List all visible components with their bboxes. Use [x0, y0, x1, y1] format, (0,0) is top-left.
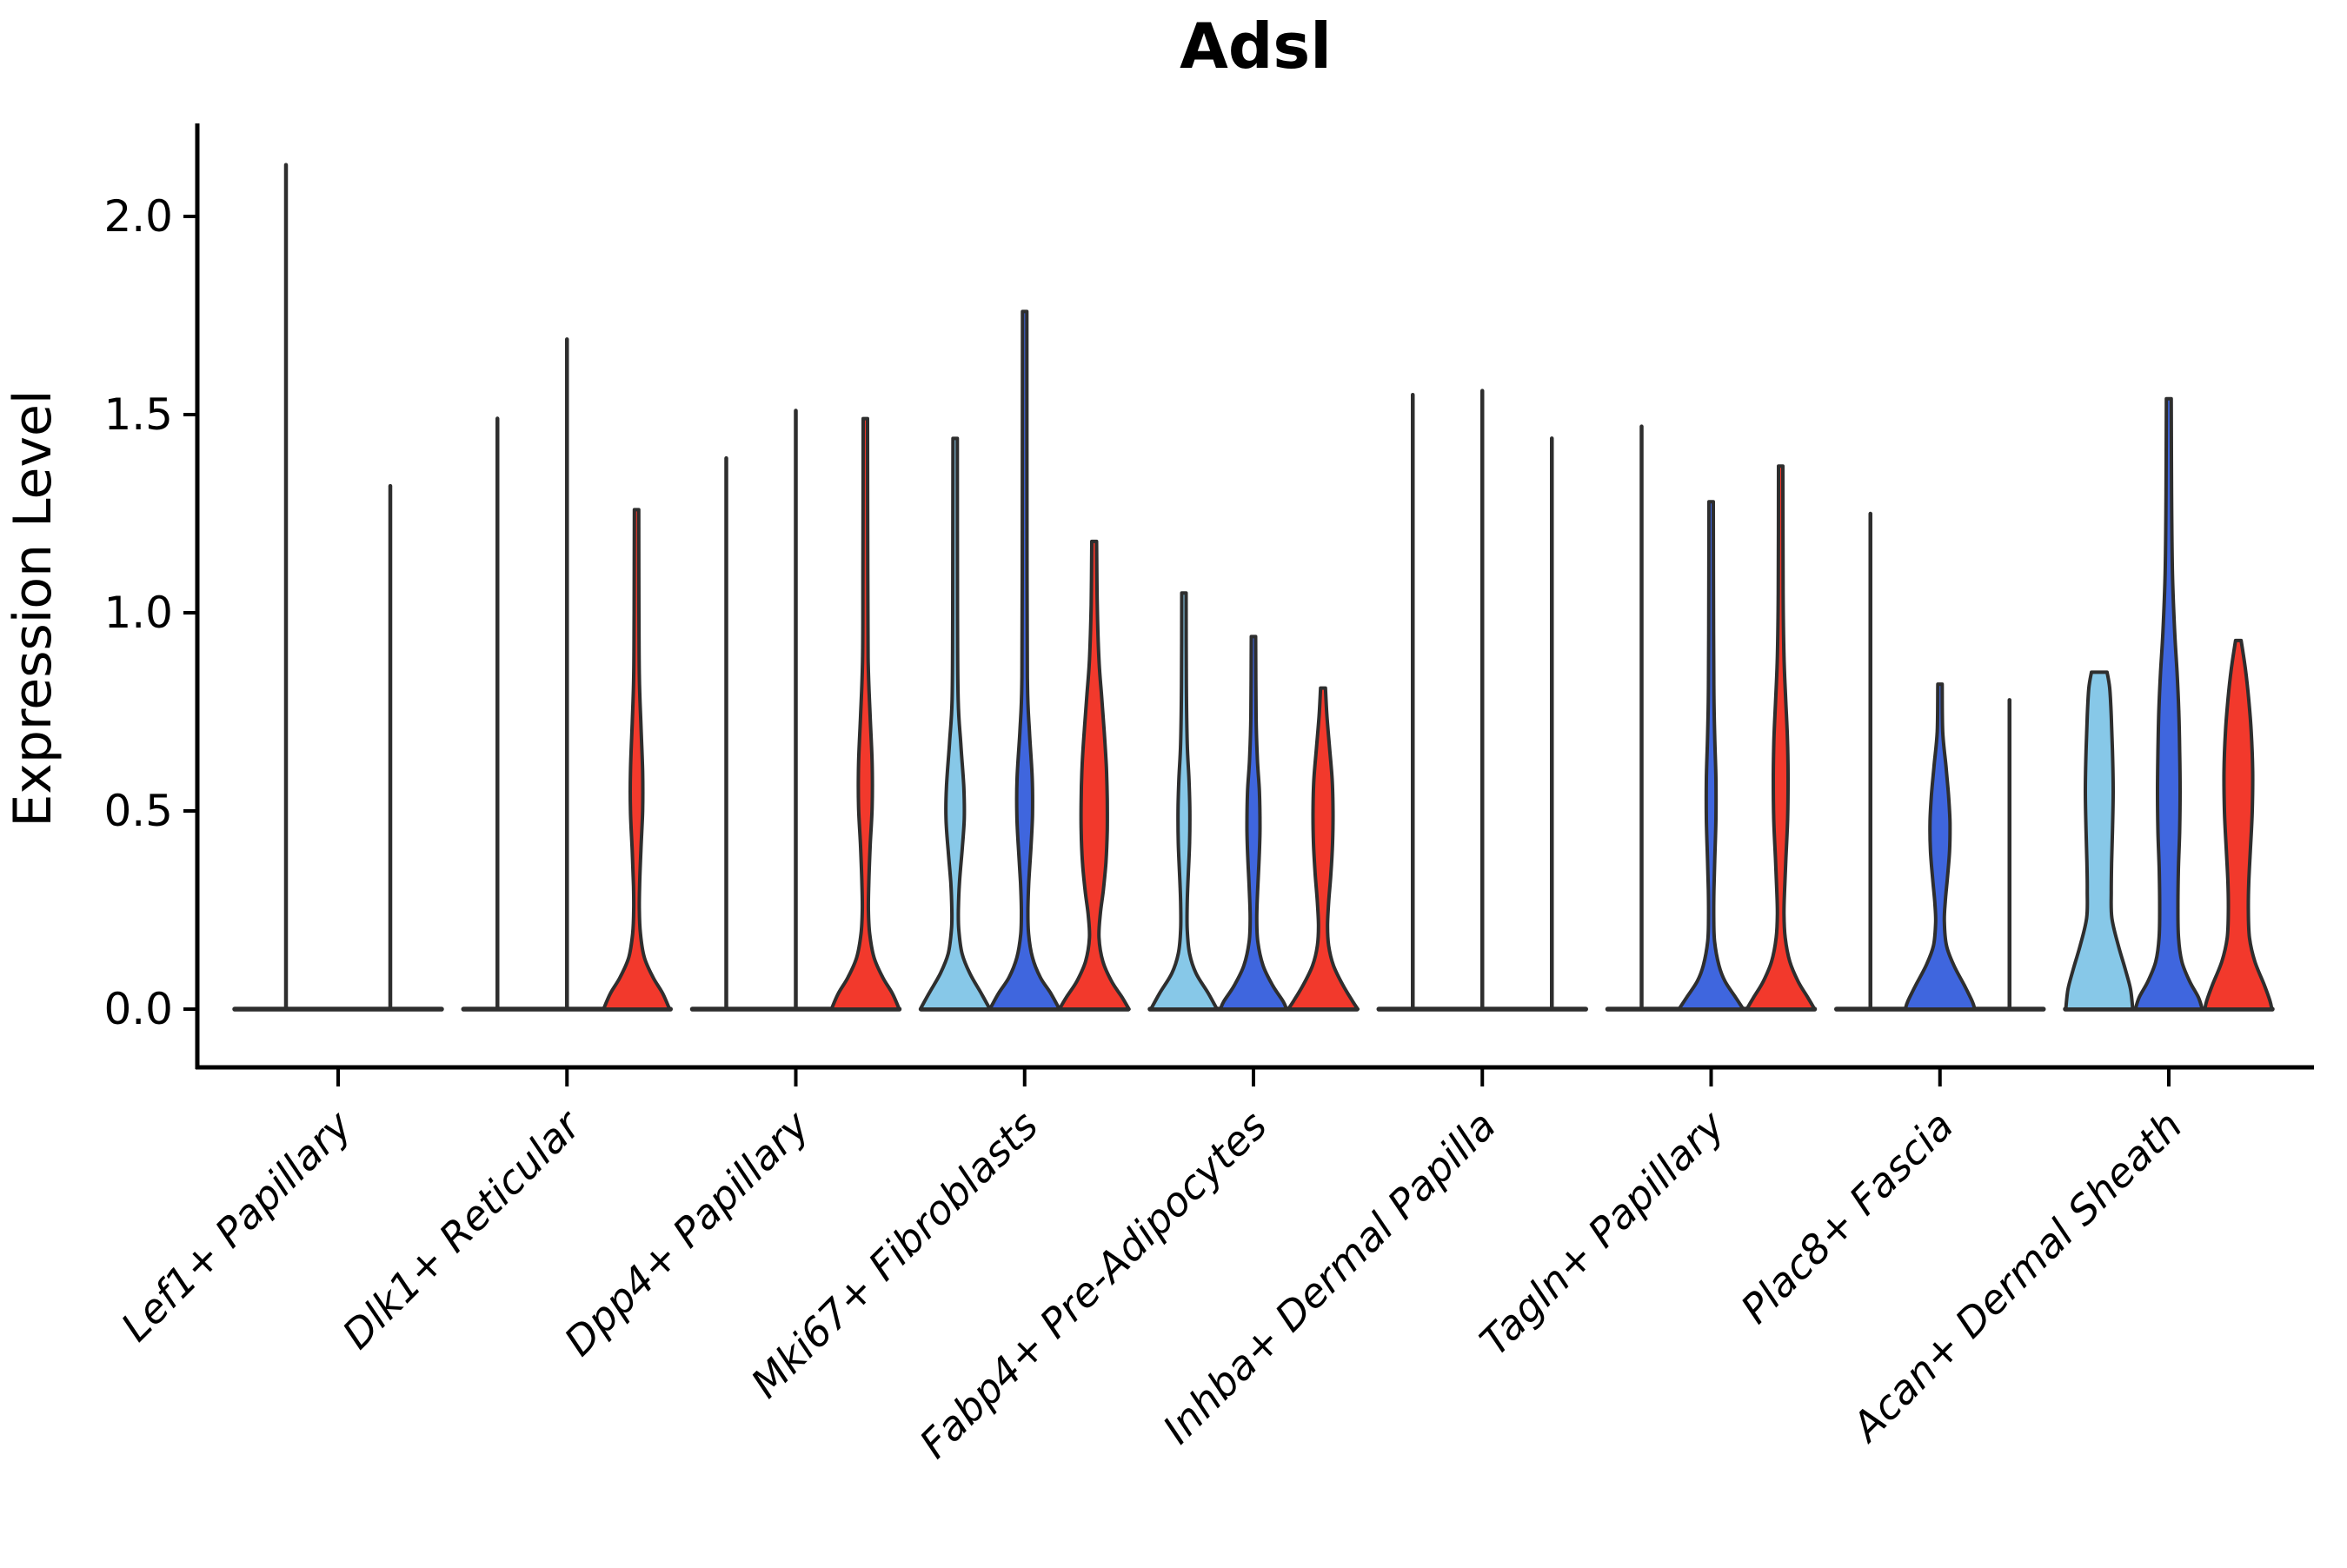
x-tick-label: Dlk1+ Reticular: [333, 1100, 591, 1358]
y-tick-label: 0.0: [103, 984, 173, 1034]
violin-body: [1149, 591, 1219, 1011]
violin-body: [2064, 670, 2135, 1011]
violin-body: [1677, 500, 1745, 1011]
x-tick-label: Dpp4+ Papillary: [555, 1101, 819, 1365]
violin-body: [1219, 635, 1288, 1011]
violin-body: [829, 416, 901, 1011]
violin-body: [2133, 396, 2204, 1011]
x-tick-label: Tagln+ Papillary: [1471, 1101, 1734, 1365]
y-tick-label: 2.0: [103, 191, 173, 242]
violin-body: [602, 508, 672, 1011]
y-tick-label: 0.5: [103, 786, 173, 836]
y-tick-label: 1.0: [103, 588, 173, 638]
violin-body: [1057, 539, 1131, 1011]
x-tick-label: Lef1+ Papillary: [112, 1101, 361, 1350]
violin-body: [987, 309, 1061, 1011]
y-axis-ticks: 0.0 0.5 1.0 1.5 2.0: [103, 191, 197, 1034]
violin-body: [1287, 686, 1360, 1011]
y-tick-label: 1.5: [103, 389, 173, 440]
x-tick-label: Plac8+ Fascia: [1732, 1102, 1962, 1332]
y-axis-label: Expression Level: [3, 389, 63, 827]
violin-body: [1745, 464, 1817, 1011]
chart-title: Adsl: [1180, 10, 1332, 83]
violin-body: [2203, 638, 2274, 1011]
violin-body: [1903, 682, 1977, 1011]
violin-body: [918, 436, 992, 1011]
violins-layer: [232, 163, 2275, 1012]
